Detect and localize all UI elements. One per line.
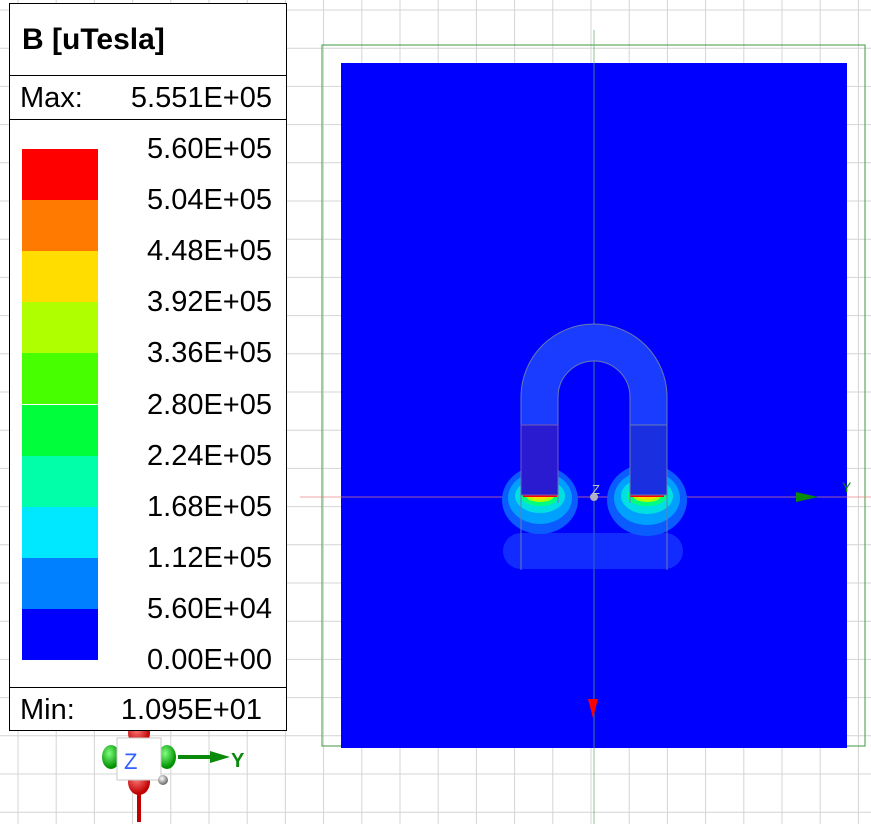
legend-color-swatch xyxy=(22,608,98,660)
legend-tick-label: 0.00E+00 xyxy=(147,644,272,676)
horseshoe-magnet-core[interactable] xyxy=(520,323,668,570)
legend-color-swatch xyxy=(22,149,98,200)
legend-color-swatch xyxy=(22,557,98,609)
legend-tick-label: 5.60E+05 xyxy=(147,133,272,165)
x-axis-arrow-marker xyxy=(588,699,598,718)
legend-tick-label: 3.92E+05 xyxy=(147,286,272,319)
legend-max-label: Max: xyxy=(20,82,83,114)
y-axis-arrow-marker: Y xyxy=(796,479,852,502)
color-legend: B [uTesla] Max: 5.551E+05 5.60E+05 5.04E+… xyxy=(9,3,287,731)
far-y-axis-label: Y xyxy=(842,479,852,495)
legend-color-swatch xyxy=(22,200,98,252)
triad-z-label: Z xyxy=(124,749,137,774)
legend-color-swatch xyxy=(22,506,98,558)
triad-y-label: Y xyxy=(231,750,245,772)
legend-color-swatch xyxy=(22,353,98,405)
legend-color-swatch xyxy=(22,302,98,354)
legend-max-value: 5.551E+05 xyxy=(130,82,272,114)
legend-tick-label: 1.68E+05 xyxy=(147,490,272,523)
legend-color-swatch xyxy=(22,404,98,456)
origin-marker: Z xyxy=(590,482,600,501)
legend-title: B [uTesla] xyxy=(10,4,286,76)
triad-z-cube xyxy=(116,737,162,781)
legend-tick-label: 2.80E+05 xyxy=(147,388,272,421)
legend-min-label: Min: xyxy=(20,694,75,726)
triad-origin-sphere xyxy=(158,775,168,785)
legend-tick-label: 5.60E+04 xyxy=(147,592,272,625)
axis-triad[interactable]: Z Y xyxy=(102,720,245,822)
legend-color-swatch xyxy=(22,251,98,303)
triad-y-sphere-left xyxy=(102,745,120,769)
legend-tick-label: 2.24E+05 xyxy=(147,439,272,472)
legend-max-row: Max: 5.551E+05 xyxy=(10,76,286,120)
legend-tick-label: 3.36E+05 xyxy=(147,337,272,370)
legend-min-row: Min: 1.095E+01 xyxy=(10,687,286,731)
legend-color-swatch xyxy=(22,455,98,507)
legend-tick-label: 1.12E+05 xyxy=(147,541,272,574)
legend-min-value: 1.095E+01 xyxy=(120,694,262,726)
legend-tick-label: 4.48E+05 xyxy=(147,235,272,268)
origin-z-label: Z xyxy=(592,482,600,497)
lower-field-band xyxy=(503,533,683,569)
legend-tick-label: 5.04E+05 xyxy=(147,184,272,217)
triad-y-sphere-right xyxy=(158,745,176,769)
